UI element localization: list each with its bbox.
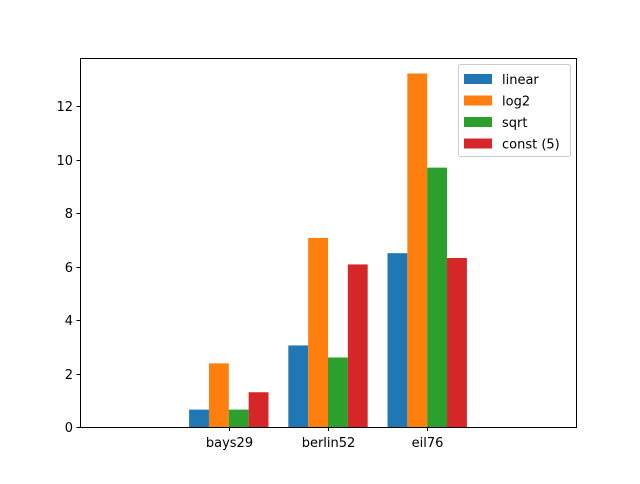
bar-log2-berlin52 [308,237,328,427]
y-tick-label: 4 [65,314,73,329]
legend-swatch [464,74,492,84]
bar-log2-bays29 [208,363,229,427]
legend-label: log2 [502,95,530,110]
bar-const-5--berlin52 [347,264,368,427]
x-tick-label: bays29 [206,436,253,451]
y-tick-label: 2 [65,368,73,383]
legend-label: const (5) [502,138,560,153]
y-tick-label: 10 [56,154,73,169]
bar-sqrt-bays29 [228,409,249,427]
x-tick-label: berlin52 [302,436,356,451]
legend-box [458,64,571,157]
bar-linear-berlin52 [288,345,309,427]
x-axis: bays29 berlin52 eil76 [206,427,444,451]
legend-swatch [464,138,492,149]
y-tick-label: 12 [56,100,73,115]
bar-linear-eil76 [387,253,408,427]
x-tick-label: eil76 [412,436,444,451]
legend: linear log2 sqrt const (5) [458,64,571,157]
bar-linear-bays29 [189,409,209,427]
bar-log2-eil76 [407,73,428,427]
legend-swatch [464,95,492,106]
bar-sqrt-berlin52 [328,357,348,427]
legend-swatch [464,117,492,127]
y-tick-label: 6 [65,261,73,276]
y-tick-label: 0 [65,421,73,436]
legend-label: sqrt [502,116,527,131]
bars-layer [189,73,467,427]
y-axis: 0 2 4 6 8 10 12 [56,100,81,436]
bar-const-5--bays29 [248,392,269,427]
bar-const-5--eil76 [447,258,467,427]
y-tick-label: 8 [65,207,73,222]
legend-label: linear [502,73,539,88]
bar-sqrt-eil76 [427,167,448,427]
